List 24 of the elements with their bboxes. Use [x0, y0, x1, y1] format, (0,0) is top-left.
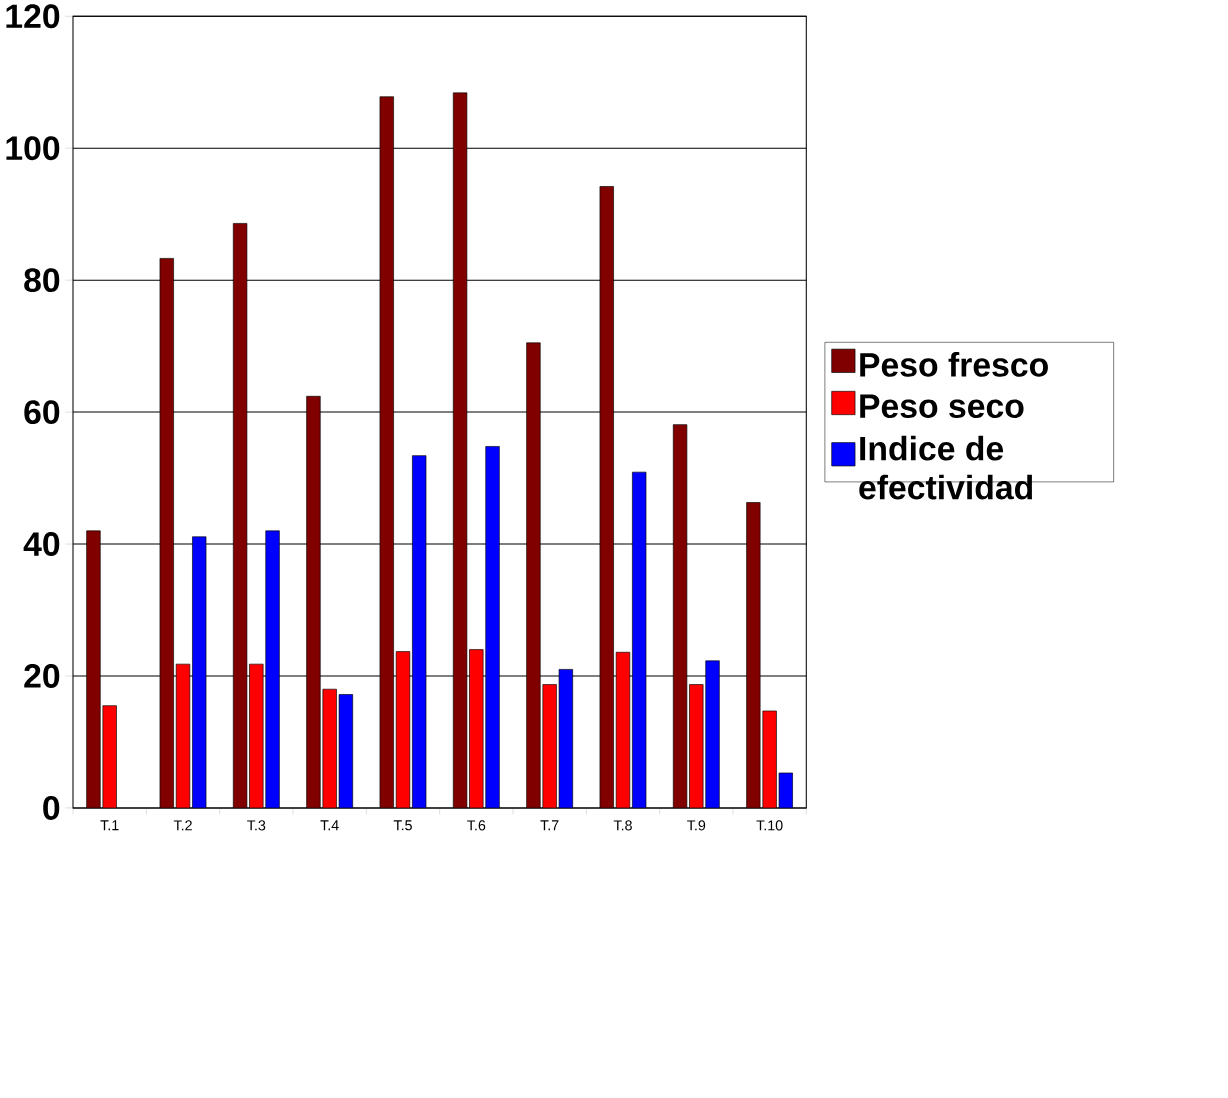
- y-tick-label: 60: [24, 400, 60, 424]
- y-tick-label: 80: [24, 268, 60, 292]
- x-tick-label: T.4: [320, 820, 339, 831]
- y-tick-label: 0: [43, 795, 60, 820]
- x-tick-label: T.10: [756, 820, 783, 831]
- x-tick-label: T.3: [247, 820, 266, 831]
- bar: [746, 502, 761, 808]
- x-tick-label: T.1: [100, 820, 119, 831]
- legend-label: Indice de efectividad: [859, 435, 1033, 500]
- y-tick-label: 20: [24, 663, 60, 688]
- bar: [306, 395, 321, 808]
- x-tick-label: T.5: [393, 820, 412, 831]
- legend-label: Peso fresco: [860, 351, 1048, 377]
- x-tick-label: T.8: [613, 820, 632, 831]
- bar: [526, 342, 541, 808]
- y-tick-label: 40: [23, 531, 60, 556]
- y-tick-label: 100: [6, 136, 60, 161]
- x-tick-label: T.2: [173, 820, 192, 831]
- x-tick-label: T.7: [540, 820, 559, 831]
- y-tick-label: 120: [6, 4, 60, 29]
- x-tick-label: T.6: [467, 820, 486, 831]
- legend-label: Peso seco: [860, 394, 1024, 418]
- x-tick-label: T.9: [687, 820, 706, 831]
- bar: [86, 530, 101, 808]
